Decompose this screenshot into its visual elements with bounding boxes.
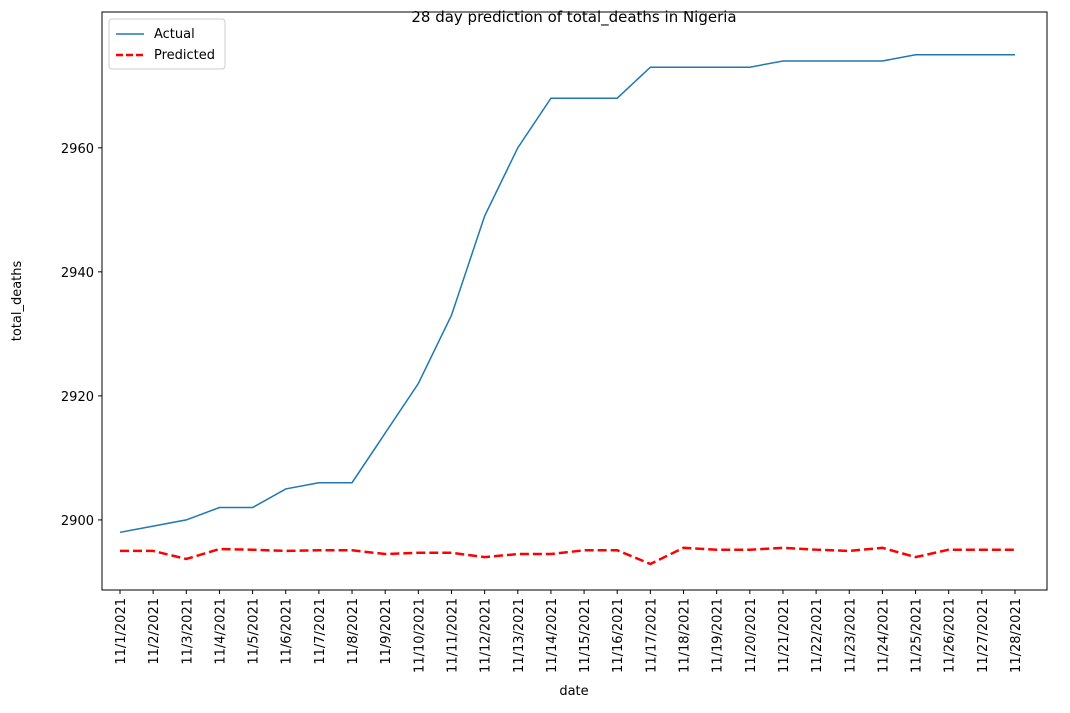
x-tick-label: 11/21/2021 bbox=[777, 598, 792, 673]
x-tick-label: 11/25/2021 bbox=[910, 598, 925, 673]
x-tick-label: 11/26/2021 bbox=[943, 598, 958, 673]
x-tick-label: 11/4/2021 bbox=[213, 598, 228, 665]
y-tick-label: 2940 bbox=[61, 266, 94, 281]
x-tick-label: 11/14/2021 bbox=[545, 598, 560, 673]
x-tick-label: 11/18/2021 bbox=[678, 598, 693, 673]
legend-label: Actual bbox=[154, 27, 195, 42]
y-tick-label: 2900 bbox=[61, 514, 94, 529]
x-tick-label: 11/9/2021 bbox=[379, 598, 394, 665]
series-line bbox=[119, 54, 1015, 534]
series-line bbox=[120, 546, 1015, 566]
plot-frame bbox=[101, 11, 1048, 591]
legend-label: Predicted bbox=[154, 48, 215, 63]
x-tick-label: 11/11/2021 bbox=[445, 598, 460, 673]
x-tick-label: 11/20/2021 bbox=[744, 598, 759, 673]
x-tick-label: 11/1/2021 bbox=[114, 598, 129, 665]
x-tick-label: 11/27/2021 bbox=[976, 598, 991, 673]
x-axis-label: date bbox=[559, 684, 588, 699]
x-tick-label: 11/16/2021 bbox=[611, 598, 626, 673]
x-tick-label: 11/8/2021 bbox=[346, 598, 361, 665]
x-tick-label: 11/2/2021 bbox=[147, 598, 162, 665]
x-tick-label: 11/3/2021 bbox=[180, 598, 195, 665]
x-tick-label: 11/5/2021 bbox=[247, 598, 262, 665]
x-tick-label: 11/15/2021 bbox=[578, 598, 593, 673]
x-tick-label: 11/22/2021 bbox=[810, 598, 825, 673]
x-tick-label: 11/6/2021 bbox=[280, 598, 295, 665]
x-tick-label: 11/12/2021 bbox=[479, 598, 494, 673]
chart-title: 28 day prediction of total_deaths in Nig… bbox=[411, 8, 736, 27]
y-tick-label: 2920 bbox=[61, 390, 94, 405]
x-tick-label: 11/28/2021 bbox=[1009, 598, 1024, 673]
x-tick-label: 11/10/2021 bbox=[412, 598, 427, 673]
legend-box bbox=[108, 18, 226, 70]
x-tick-label: 11/23/2021 bbox=[843, 598, 858, 673]
x-tick-label: 11/7/2021 bbox=[313, 598, 328, 665]
y-tick-label: 2960 bbox=[61, 142, 94, 157]
x-tick-label: 11/19/2021 bbox=[711, 598, 726, 673]
y-axis-label: total_deaths bbox=[10, 261, 25, 342]
x-tick-label: 11/13/2021 bbox=[512, 598, 527, 673]
x-tick-label: 11/24/2021 bbox=[876, 598, 891, 673]
x-tick-label: 11/17/2021 bbox=[644, 598, 659, 673]
